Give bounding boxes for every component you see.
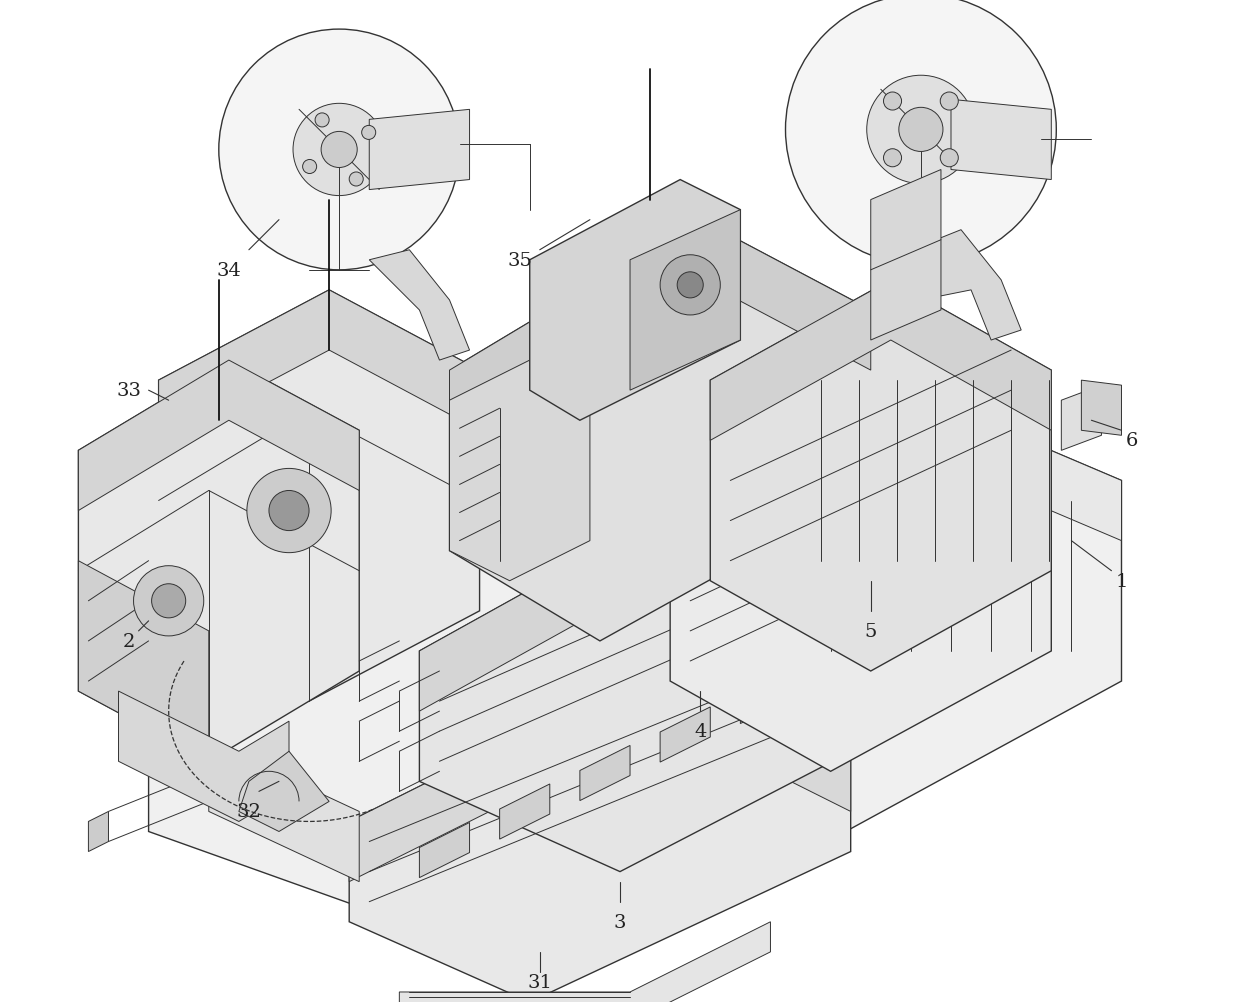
Polygon shape — [159, 291, 480, 441]
Polygon shape — [149, 311, 1121, 982]
Circle shape — [321, 132, 357, 168]
Polygon shape — [529, 180, 740, 421]
Circle shape — [884, 149, 901, 167]
Circle shape — [940, 149, 959, 167]
Polygon shape — [1081, 381, 1121, 436]
Polygon shape — [119, 691, 289, 822]
Circle shape — [315, 114, 329, 128]
Circle shape — [884, 93, 901, 111]
Polygon shape — [630, 210, 740, 391]
Circle shape — [940, 93, 959, 111]
Text: 2: 2 — [123, 632, 135, 650]
Polygon shape — [149, 311, 1121, 691]
Circle shape — [247, 469, 331, 553]
Polygon shape — [449, 220, 870, 431]
Circle shape — [303, 160, 316, 174]
Polygon shape — [660, 707, 711, 763]
Polygon shape — [159, 291, 480, 701]
Circle shape — [218, 30, 460, 271]
Text: 6: 6 — [1126, 432, 1138, 450]
Polygon shape — [670, 401, 1052, 581]
Circle shape — [677, 273, 703, 299]
Text: 5: 5 — [864, 622, 877, 640]
Circle shape — [660, 256, 720, 316]
Polygon shape — [1061, 386, 1101, 451]
Text: 31: 31 — [527, 973, 552, 991]
Polygon shape — [78, 361, 360, 762]
Polygon shape — [370, 250, 470, 361]
Circle shape — [134, 566, 203, 636]
Polygon shape — [399, 922, 770, 1002]
Circle shape — [293, 104, 386, 196]
Polygon shape — [711, 281, 1052, 671]
Polygon shape — [419, 501, 890, 711]
Text: 33: 33 — [117, 382, 141, 400]
Polygon shape — [78, 361, 360, 511]
Polygon shape — [370, 110, 470, 190]
Polygon shape — [350, 661, 851, 1002]
Polygon shape — [911, 230, 1022, 341]
Circle shape — [151, 584, 186, 618]
Polygon shape — [88, 812, 108, 852]
Text: 1: 1 — [1115, 572, 1127, 590]
Polygon shape — [711, 281, 1052, 441]
Circle shape — [899, 108, 942, 152]
Circle shape — [362, 126, 376, 140]
Polygon shape — [580, 745, 630, 801]
Circle shape — [269, 491, 309, 531]
Polygon shape — [500, 785, 549, 840]
Text: 35: 35 — [507, 252, 532, 270]
Text: 4: 4 — [694, 722, 707, 740]
Polygon shape — [208, 741, 360, 882]
Circle shape — [867, 76, 975, 184]
Text: 32: 32 — [237, 803, 262, 821]
Polygon shape — [449, 220, 870, 641]
Polygon shape — [670, 401, 1052, 772]
Text: 34: 34 — [217, 262, 242, 280]
Polygon shape — [78, 561, 208, 762]
Polygon shape — [350, 661, 851, 882]
Polygon shape — [740, 668, 791, 723]
Polygon shape — [870, 170, 941, 341]
Polygon shape — [419, 501, 890, 872]
Circle shape — [350, 172, 363, 186]
Polygon shape — [239, 752, 329, 832]
Text: 3: 3 — [614, 913, 626, 931]
Polygon shape — [419, 823, 470, 878]
Circle shape — [785, 0, 1056, 266]
Polygon shape — [449, 361, 590, 581]
Polygon shape — [951, 100, 1052, 180]
